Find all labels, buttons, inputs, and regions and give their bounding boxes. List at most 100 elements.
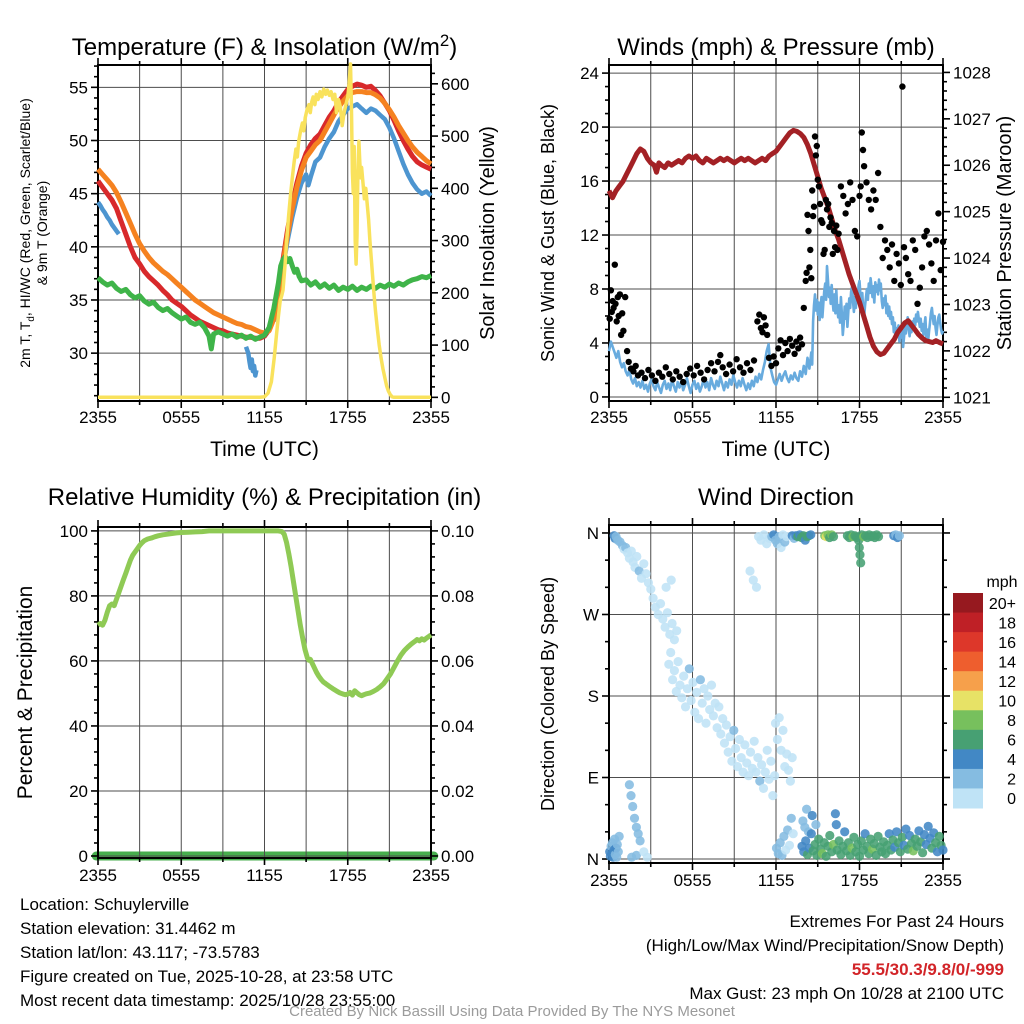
data-point	[907, 277, 914, 285]
data-point	[798, 341, 806, 348]
data-point	[642, 852, 652, 862]
colorbar-segment	[953, 671, 983, 692]
data-point	[719, 364, 726, 371]
x-axis-label: Time (UTC)	[210, 438, 319, 460]
extremes-title: Extremes For Past 24 Hours	[789, 912, 1004, 931]
data-point	[655, 599, 666, 609]
data-point	[925, 241, 933, 248]
data-point	[669, 635, 679, 645]
data-point	[661, 582, 671, 592]
data-point	[641, 569, 651, 579]
data-point	[804, 211, 811, 218]
data-point	[664, 659, 674, 669]
y-tick-label: 30	[69, 344, 88, 363]
data-point	[639, 559, 649, 569]
series-station-pressure	[606, 127, 944, 358]
data-point	[831, 820, 841, 830]
station-elevation: Station elevation: 31.4462 m	[20, 919, 236, 938]
x-tick-label: 2355	[79, 866, 117, 885]
data-point	[923, 227, 930, 235]
data-point	[860, 163, 868, 170]
y-tick-label: S	[588, 687, 599, 706]
data-point	[744, 771, 754, 781]
data-point	[679, 671, 689, 681]
data-point	[762, 745, 772, 755]
data-point	[905, 271, 912, 278]
data-point	[634, 566, 644, 576]
data-point	[808, 275, 815, 282]
data-point	[932, 237, 940, 244]
data-point	[823, 206, 831, 213]
x-tick-label: 0555	[674, 408, 712, 427]
colorbar-segment	[953, 788, 983, 809]
data-point	[703, 691, 713, 701]
plot-title: Wind Direction	[698, 484, 854, 511]
data-point	[614, 831, 624, 841]
y-tick-label: 12	[580, 226, 599, 245]
data-point	[787, 753, 797, 763]
humidity-precipitation-plot: 2355 0555 1155 1755 23550204060801000.000.02…	[14, 484, 481, 885]
y-tick-label: W	[583, 605, 599, 624]
data-point	[662, 364, 669, 371]
data-point	[821, 246, 828, 254]
colorbar-segment	[953, 593, 983, 614]
data-point	[918, 264, 926, 271]
data-point	[930, 277, 937, 285]
gridlines	[98, 527, 431, 858]
data-point	[891, 277, 898, 285]
series-wind-direction-points	[605, 530, 948, 862]
colorbar-tick-label: 8	[1007, 713, 1016, 730]
colorbar-tick-label: 0	[1007, 791, 1016, 808]
data-point	[939, 238, 947, 245]
data-point	[886, 264, 893, 271]
data-point	[693, 714, 704, 724]
colorbar-segment	[953, 749, 983, 770]
data-point	[616, 291, 624, 298]
data-point	[840, 827, 850, 837]
data-point	[762, 322, 769, 329]
colorbar-tick-label: 12	[998, 674, 1016, 691]
series-sonic-wind	[607, 264, 945, 395]
x-tick-label: 0555	[162, 866, 200, 885]
data-point	[669, 666, 679, 676]
data-point	[788, 829, 798, 839]
y-tick-label: N	[587, 850, 599, 869]
data-point	[795, 345, 802, 352]
data-point	[935, 210, 942, 217]
data-point	[803, 269, 810, 276]
data-point	[658, 614, 668, 624]
data-point	[668, 675, 678, 685]
data-point	[687, 365, 694, 372]
data-point	[884, 246, 891, 254]
data-point	[699, 684, 709, 694]
data-point	[870, 187, 877, 194]
data-point	[837, 183, 845, 190]
y-tick-label: 24	[580, 64, 599, 83]
colorbar-tick-label: 16	[998, 635, 1016, 652]
data-point	[673, 657, 683, 667]
station-latlon: Station lat/lon: 43.117; -73.5783	[20, 943, 260, 962]
data-point	[806, 829, 816, 839]
y-tick-label: 40	[69, 717, 88, 736]
series-dewpoint	[96, 253, 433, 352]
data-point	[750, 357, 758, 364]
colorbar-tick-label: 2	[1007, 772, 1016, 789]
colorbar-segment	[953, 632, 983, 653]
data-point	[796, 334, 804, 341]
data-point	[782, 339, 789, 347]
data-point	[758, 783, 769, 793]
data-point	[894, 531, 904, 541]
data-point	[662, 608, 672, 618]
data-point	[669, 376, 676, 383]
data-point	[706, 680, 717, 690]
data-point	[619, 310, 626, 317]
data-point	[786, 335, 794, 343]
data-point	[772, 360, 780, 367]
colorbar-tick-label: 18	[998, 615, 1016, 632]
y-tick-label: 0	[590, 388, 599, 407]
y-tick-label: 8	[590, 280, 599, 299]
data-point	[641, 374, 649, 382]
data-point	[711, 368, 718, 375]
colorbar-segment	[953, 612, 983, 633]
y-tick-label: 0.08	[441, 587, 474, 606]
